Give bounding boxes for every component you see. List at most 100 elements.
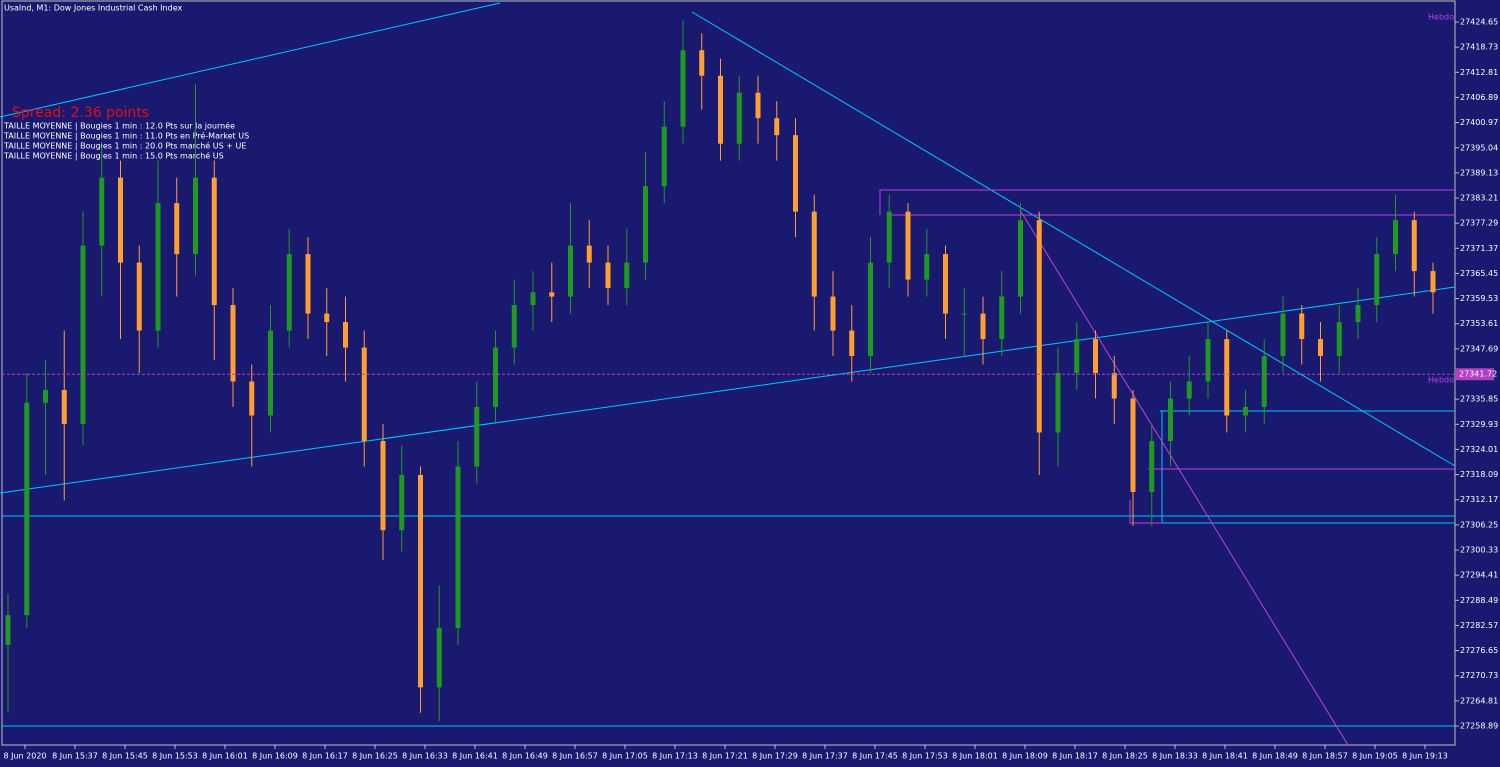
candle-body bbox=[1224, 339, 1230, 416]
x-tick-label: 8 Jun 16:09 bbox=[252, 752, 298, 761]
candle-body bbox=[418, 474, 423, 688]
x-tick-label: 8 Jun 17:05 bbox=[602, 752, 648, 761]
candle-body bbox=[1036, 220, 1042, 433]
candle-body bbox=[605, 262, 611, 289]
y-tick-label: 27270.73 bbox=[1460, 671, 1498, 680]
candle-body bbox=[680, 50, 686, 127]
candle-body bbox=[43, 390, 48, 403]
candle-body bbox=[568, 245, 573, 297]
x-tick-label: 8 Jun 16:57 bbox=[552, 752, 598, 761]
candle-body bbox=[718, 75, 723, 144]
x-tick-label: 8 Jun 19:05 bbox=[1352, 752, 1398, 761]
candle-body bbox=[1261, 356, 1267, 408]
candle-body bbox=[1430, 271, 1436, 293]
candle-body bbox=[361, 347, 367, 441]
x-tick-label: 8 Jun 15:45 bbox=[102, 752, 148, 761]
candle-body bbox=[661, 126, 667, 187]
y-tick-label: 27306.25 bbox=[1460, 520, 1498, 529]
candle-body bbox=[343, 322, 348, 348]
candle-body bbox=[774, 118, 780, 136]
candle-body bbox=[493, 347, 498, 408]
x-tick-label: 8 Jun 18:01 bbox=[952, 752, 998, 761]
candle-body bbox=[699, 50, 705, 76]
candle-body bbox=[1299, 313, 1305, 340]
candle-body bbox=[736, 92, 742, 144]
x-tick-label: 8 Jun 15:37 bbox=[52, 752, 98, 761]
level-label: Hebdo bbox=[1428, 13, 1454, 22]
candle-body bbox=[286, 254, 292, 331]
candle-body bbox=[1074, 339, 1080, 374]
level-label: Hebdo bbox=[1428, 376, 1454, 385]
x-tick-label: 8 Jun 16:17 bbox=[302, 752, 348, 761]
x-tick-label: 8 Jun 19:13 bbox=[1402, 752, 1448, 761]
x-tick-label: 8 Jun 17:13 bbox=[652, 752, 698, 761]
y-tick-label: 27389.13 bbox=[1460, 168, 1498, 177]
x-tick-label: 8 Jun 16:41 bbox=[452, 752, 498, 761]
candle-body bbox=[1186, 381, 1192, 399]
y-tick-label: 27276.65 bbox=[1460, 646, 1498, 655]
candle-body bbox=[530, 292, 536, 306]
drawings bbox=[0, 2, 1456, 746]
y-tick-label: 27294.41 bbox=[1460, 571, 1498, 580]
y-tick-label: 27406.89 bbox=[1460, 93, 1498, 102]
candle-body bbox=[511, 305, 517, 348]
y-tick-label: 27324.01 bbox=[1460, 445, 1498, 454]
candle-body bbox=[268, 330, 273, 416]
candle-body bbox=[624, 262, 630, 289]
x-tick-label: 8 Jun 18:09 bbox=[1002, 752, 1048, 761]
candle-body bbox=[980, 313, 986, 340]
candle-body bbox=[1243, 407, 1248, 416]
y-tick-label: 27371.37 bbox=[1460, 244, 1498, 253]
candle-body bbox=[1130, 398, 1136, 492]
x-tick-label: 8 Jun 17:29 bbox=[752, 752, 798, 761]
info-line: TAILLE MOYENNE | Bougies 1 min : 20.0 Pt… bbox=[3, 141, 246, 151]
candle-body bbox=[399, 474, 405, 531]
x-tick-label: 8 Jun 18:33 bbox=[1152, 752, 1198, 761]
candle-body bbox=[1018, 220, 1023, 297]
y-tick-label: 27300.33 bbox=[1460, 546, 1498, 555]
candle-body bbox=[1393, 220, 1398, 255]
candle-body bbox=[999, 296, 1005, 340]
x-tick-label: 8 Jun 2020 bbox=[3, 752, 46, 761]
y-tick-label: 27318.09 bbox=[1460, 470, 1498, 479]
candle-body bbox=[905, 211, 911, 280]
last-price-label: 27341.72 bbox=[1459, 370, 1497, 379]
candle-body bbox=[924, 254, 930, 280]
candle-body bbox=[1318, 339, 1323, 357]
candle-body bbox=[755, 92, 761, 119]
y-tick-label: 27383.21 bbox=[1460, 194, 1498, 203]
x-tick-label: 8 Jun 17:37 bbox=[802, 752, 848, 761]
y-tick-label: 27288.49 bbox=[1460, 596, 1498, 605]
candle-body bbox=[961, 313, 967, 315]
y-tick-label: 27335.85 bbox=[1460, 395, 1498, 404]
candle-body bbox=[61, 390, 67, 424]
candle-body bbox=[118, 177, 123, 263]
x-tick-label: 8 Jun 16:25 bbox=[352, 752, 398, 761]
candle-body bbox=[1111, 373, 1117, 399]
candle-body bbox=[249, 381, 255, 416]
x-tick-label: 8 Jun 18:57 bbox=[1302, 752, 1348, 761]
candle-body bbox=[230, 305, 236, 382]
y-tick-label: 27264.81 bbox=[1460, 696, 1498, 705]
candle-body bbox=[849, 330, 855, 357]
y-tick-label: 27258.89 bbox=[1460, 722, 1498, 731]
x-tick-label: 8 Jun 18:17 bbox=[1052, 752, 1098, 761]
candle-body bbox=[80, 245, 86, 424]
candle-body bbox=[1355, 305, 1361, 323]
candle-body bbox=[1205, 339, 1211, 382]
y-tick-label: 27353.61 bbox=[1460, 319, 1498, 328]
candle-body bbox=[811, 211, 817, 297]
y-tick-label: 27418.73 bbox=[1460, 43, 1498, 52]
info-line: TAILLE MOYENNE | Bougies 1 min : 12.0 Pt… bbox=[3, 121, 235, 131]
candle-body bbox=[1374, 254, 1380, 306]
candle-body bbox=[211, 177, 217, 306]
candle-body bbox=[5, 615, 11, 645]
candle-body bbox=[305, 254, 311, 314]
x-tick-label: 8 Jun 18:49 bbox=[1252, 752, 1298, 761]
candle-body bbox=[324, 313, 330, 323]
x-tick-label: 8 Jun 15:53 bbox=[152, 752, 198, 761]
spread-label: Spread: 2.36 points bbox=[12, 105, 149, 121]
y-tick-label: 27312.17 bbox=[1460, 495, 1498, 504]
candle-body bbox=[155, 203, 161, 331]
